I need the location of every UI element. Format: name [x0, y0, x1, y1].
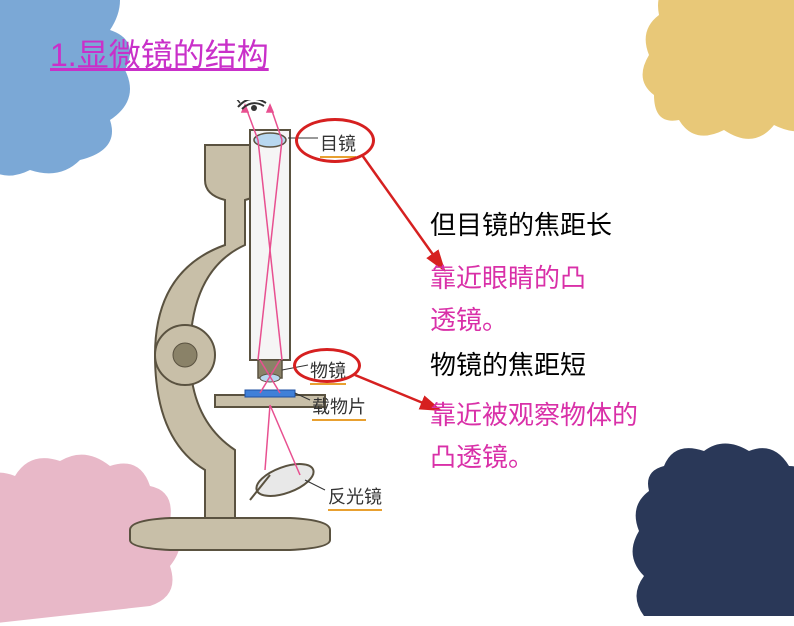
label-mirror: 反光镜 — [328, 483, 382, 509]
circle-objective — [293, 348, 361, 383]
cloud-bottom-right — [624, 436, 794, 616]
annotation-eyepiece-lens: 靠近眼睛的凸 透镜。 — [430, 258, 586, 341]
reflector-mirror — [252, 458, 317, 503]
slide — [245, 390, 295, 397]
annotation-objective-lens: 靠近被观察物体的 凸透镜。 — [430, 395, 638, 478]
cloud-top-right — [624, 0, 794, 160]
annotation-objective-focal: 物镜的焦距短 — [430, 345, 586, 387]
eye-icon — [236, 100, 266, 111]
annotation-eyepiece-focal: 但目镜的焦距长 — [430, 205, 612, 247]
page-title: 1.显微镜的结构 — [50, 30, 269, 76]
